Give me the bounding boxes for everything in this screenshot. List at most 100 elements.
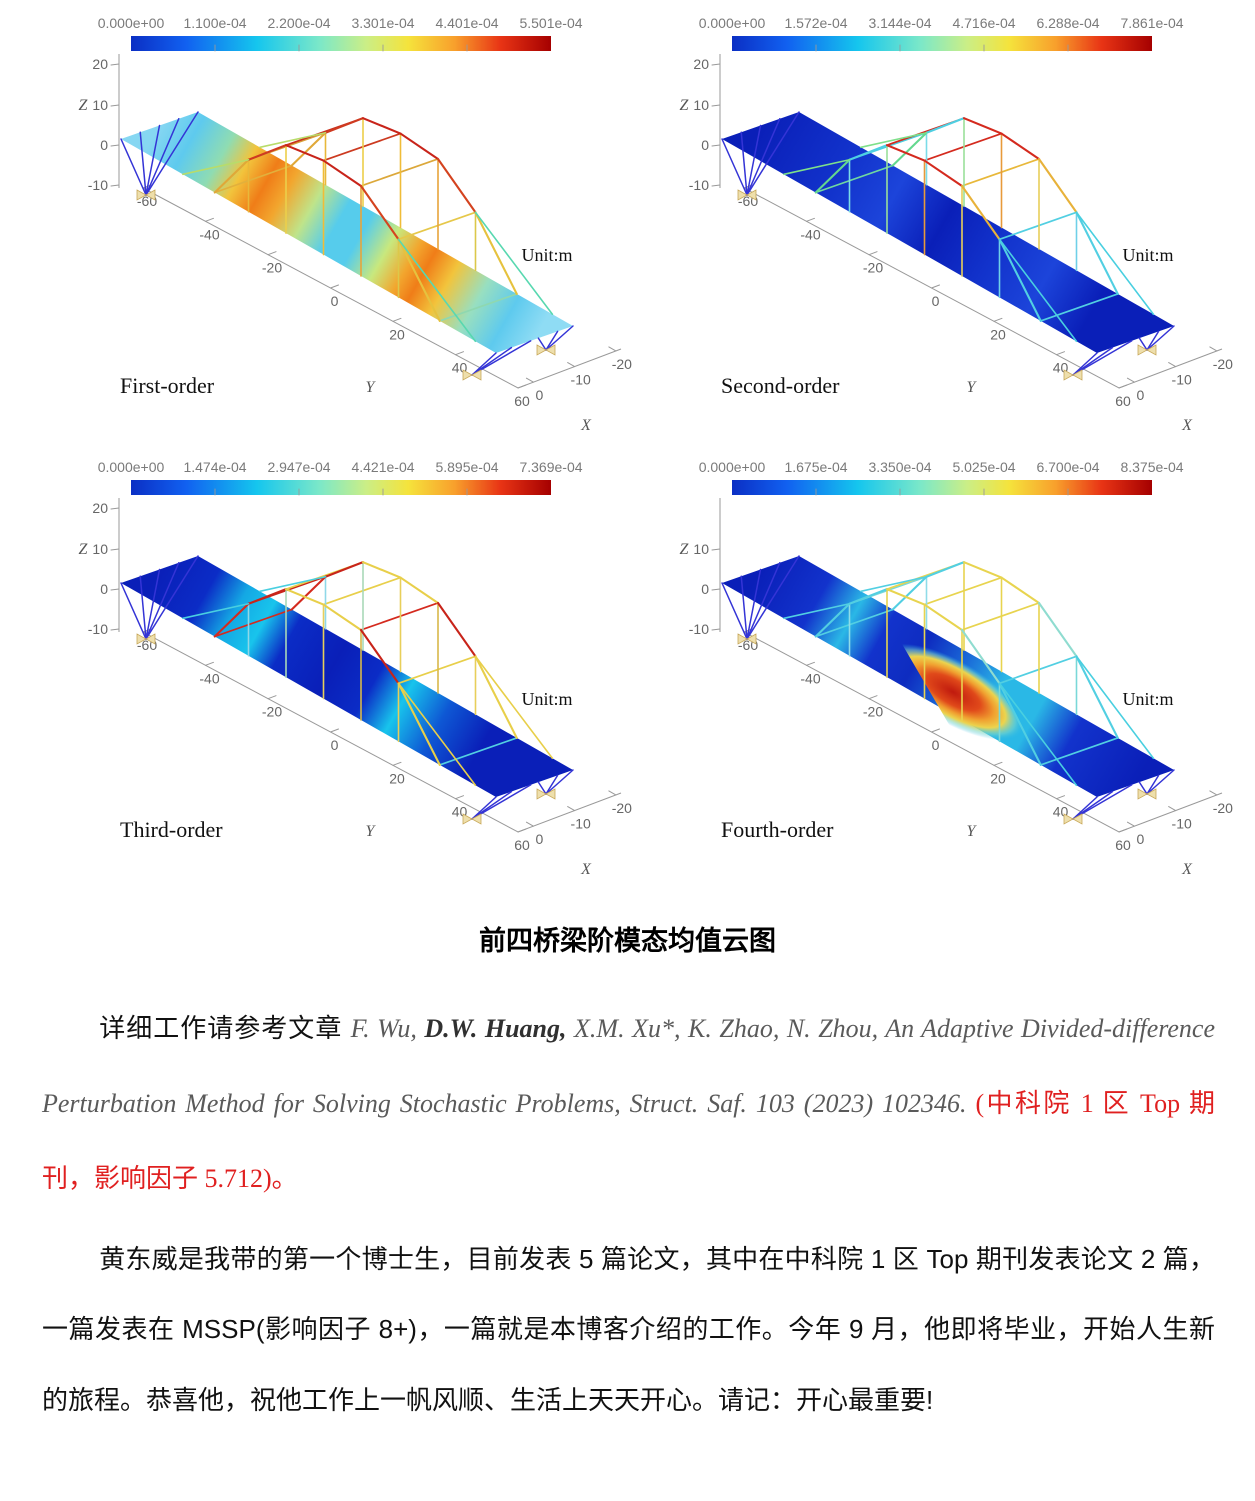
arch-rib-segment <box>284 588 325 606</box>
x-tick-label: -20 <box>612 800 632 816</box>
support-leg <box>746 568 762 640</box>
support-leg <box>746 124 762 196</box>
z-tick-mark <box>110 144 120 147</box>
axis-letter-y: Y <box>967 823 978 840</box>
support-leg <box>545 325 574 351</box>
support-leg <box>1146 769 1175 795</box>
colorbar-tick-label: 8.375e-04 <box>1120 459 1183 475</box>
z-tick-mark <box>711 184 721 187</box>
y-tick-label: 60 <box>1115 837 1131 853</box>
bearing-support-icon <box>737 633 757 645</box>
z-tick-mark <box>711 63 721 66</box>
z-tick-label: -10 <box>88 177 108 193</box>
x-tick-mark <box>1168 806 1177 812</box>
z-tick-label: 10 <box>92 97 108 113</box>
x-tick-label: -20 <box>1213 800 1233 816</box>
mode-plot-fourth-order: 0.000e+00 1.675e-04 3.350e-04 5.025e-04 6.70… <box>680 459 1234 878</box>
support-leg <box>537 337 547 351</box>
support-leg <box>740 131 748 196</box>
citation-title-journal: X.M. Xu*, K. Zhao, N. Zhou, An Adaptive … <box>42 1014 1216 1119</box>
z-tick-label: 10 <box>92 541 108 557</box>
journal-impact-note: (中科院 1 区 Top 期刊，影响因子 5.712)。 <box>42 1089 1215 1194</box>
support-leg <box>1138 337 1148 351</box>
support-leg <box>145 118 180 196</box>
arch-lateral-brace <box>961 602 1040 631</box>
arch-rib-segment <box>925 561 966 578</box>
z-tick-mark <box>711 588 721 591</box>
z-tick-label: 0 <box>100 137 108 153</box>
bearing-support-icon <box>1063 369 1083 381</box>
colorbar-tick-label: 6.288e-04 <box>1036 15 1099 31</box>
support-leg <box>740 575 748 640</box>
arch-rib-segment <box>962 117 1003 135</box>
y-tick-mark <box>868 695 878 700</box>
support-leg <box>746 111 800 196</box>
arch-rib-segment <box>1037 157 1078 214</box>
y-tick-label: -20 <box>262 704 282 720</box>
x-tick-label: -10 <box>571 816 591 832</box>
x-tick-mark <box>525 821 534 827</box>
z-tick-mark <box>110 63 120 66</box>
support-leg <box>139 131 147 196</box>
y-tick-mark <box>1056 351 1065 356</box>
arch-end-diagonal <box>182 158 250 176</box>
x-tick-mark <box>567 806 576 812</box>
axis-letter-z: Z <box>680 541 690 558</box>
arch-lateral-brace <box>397 211 477 241</box>
arch-rib-segment <box>474 655 518 739</box>
arch-lateral-brace <box>1039 737 1119 766</box>
x-tick-mark <box>1209 790 1218 796</box>
bearing-support-icon <box>1063 813 1083 825</box>
y-tick-mark <box>1056 795 1065 800</box>
z-tick-mark <box>711 628 721 631</box>
x-tick-mark <box>608 790 617 796</box>
arch-rib-segment <box>399 132 440 161</box>
z-tick-label: 20 <box>92 56 108 72</box>
unit-label: Unit:m <box>1122 689 1173 709</box>
x-tick-label: -10 <box>571 372 591 388</box>
arch-rib-segment <box>923 159 964 188</box>
support-leg <box>145 555 199 640</box>
z-tick-mark <box>711 144 721 147</box>
y-tick-label: 0 <box>932 293 940 309</box>
support-leg <box>471 340 532 376</box>
unit-label: Unit:m <box>521 245 572 265</box>
mode-order-label: Fourth-order <box>721 817 834 842</box>
z-tick-label: 20 <box>92 500 108 516</box>
arch-rib-segment <box>960 184 1001 241</box>
z-tick-label: 10 <box>693 97 709 113</box>
colorbar-gradient <box>732 36 1152 51</box>
y-tick-label: 60 <box>514 837 530 853</box>
arch-rib-segment <box>290 575 327 611</box>
colorbar-tick-label: 7.369e-04 <box>519 459 582 475</box>
support-leg <box>1146 325 1175 351</box>
z-tick-label: 20 <box>693 56 709 72</box>
arch-end-diagonal <box>474 211 554 316</box>
z-tick-label: -10 <box>88 621 108 637</box>
arch-lateral-brace <box>923 576 1003 606</box>
arch-rib-segment <box>960 628 1001 685</box>
unit-label: Unit:m <box>521 689 572 709</box>
z-tick-label: 0 <box>701 581 709 597</box>
y-tick-mark <box>806 661 815 666</box>
axis-letter-z: Z <box>79 97 89 114</box>
deck-hotspot-blob <box>882 643 1024 741</box>
z-tick-label: -10 <box>689 621 709 637</box>
y-tick-label: 0 <box>331 737 339 753</box>
y-tick-label: 0 <box>331 293 339 309</box>
support-leg <box>746 118 781 196</box>
arch-lateral-brace <box>923 132 1003 162</box>
mode-plot-first-order: 0.000e+00 1.100e-04 2.200e-04 3.301e-04 4.40… <box>79 15 633 434</box>
arch-end-diagonal <box>998 682 1078 787</box>
y-tick-mark <box>330 728 339 733</box>
x-tick-label: 0 <box>1137 387 1145 403</box>
colorbar-gradient <box>131 36 551 51</box>
arch-end-diagonal <box>182 602 250 620</box>
arch-rib-segment <box>284 144 325 162</box>
arch-lateral-brace <box>360 602 439 631</box>
arch-end-diagonal <box>998 238 1078 343</box>
arch-rib-segment <box>885 588 926 606</box>
support-leg <box>746 555 800 640</box>
y-tick-mark <box>517 828 527 833</box>
arch-rib-segment <box>1075 211 1119 295</box>
